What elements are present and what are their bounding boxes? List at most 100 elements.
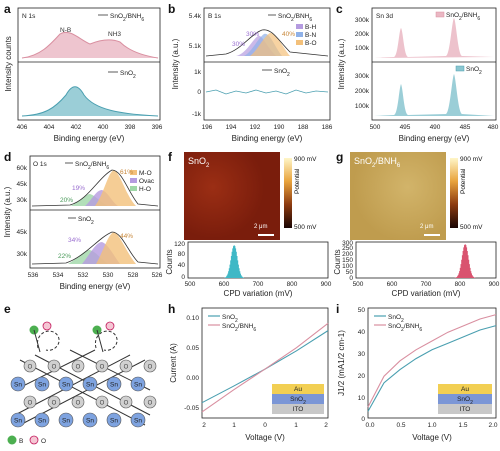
legend-d-top: SnO2/BNH6 [75, 161, 109, 171]
chart-a: N 1s SnO2/BNH6 N-B NH3 SnO2 406 404 402 … [4, 7, 163, 143]
svg-text:194: 194 [226, 124, 237, 131]
axes-frame-b [203, 7, 331, 121]
series-sno2-bnh6-i [367, 314, 497, 408]
legend-b-bn: B-N [305, 32, 317, 39]
svg-text:700: 700 [421, 281, 432, 288]
legend-boron-icon [7, 435, 17, 445]
legend-d-bottom: SnO2 [78, 216, 94, 226]
svg-text:80: 80 [178, 251, 186, 258]
legend-i-sno2: SnO2 [388, 314, 404, 324]
chart-d: O 1s SnO2/BNH6 M-O Ovac H-O 20% 19% 61% … [3, 155, 163, 291]
o-atom [119, 359, 133, 373]
svg-text:500: 500 [353, 281, 364, 288]
xlabel-g: CPD variation (mV) [392, 289, 461, 298]
stack-sno2-label: SnO2 [290, 396, 306, 406]
svg-text:45k: 45k [17, 229, 28, 236]
o-atom [47, 359, 61, 373]
svg-text:200k: 200k [355, 31, 370, 38]
o-atom [119, 395, 133, 409]
sn-atom-label: Sn [134, 382, 142, 389]
pct-bh: 30% [246, 31, 259, 38]
pct-d-top-ovac: 19% [72, 185, 85, 192]
svg-text:30k: 30k [17, 197, 28, 204]
oxygen-atom [105, 321, 115, 331]
legend-oxygen-icon [29, 435, 39, 445]
tag-b: B 1s [208, 13, 222, 20]
xlabel-a: Binding energy (eV) [54, 134, 125, 143]
tag-a: N 1s [22, 13, 36, 20]
panel-d: d O 1s SnO2/BNH6 M-O Ovac H-O 20% 19% 61… [0, 148, 165, 298]
xlabel-i: Voltage (V) [412, 433, 452, 442]
legend-boron-label: B [19, 438, 23, 445]
axes-frame-d [29, 155, 161, 269]
svg-text:530: 530 [103, 272, 114, 279]
map-title-g: SnO2/BNH6 [354, 156, 401, 169]
o-atom [95, 395, 109, 409]
svg-text:0: 0 [361, 416, 365, 423]
svg-text:Au: Au [461, 386, 469, 393]
chart-b: B 1s SnO2/BNH6 B-H B-N B-O 30% 30% 40% 5… [171, 7, 333, 143]
chart-h: SnO2 SnO2/BNH6 Au SnO2 ITO 0.10 0.05 0.0… [169, 307, 329, 442]
legend-c-bottom: SnO2 [466, 66, 482, 76]
sn-atom-label: Sn [134, 418, 142, 425]
svg-text:1k: 1k [194, 69, 202, 76]
ylabel-f: Counts [166, 249, 174, 274]
tag-d: O 1s [33, 161, 47, 168]
xticks-c: 500 495 490 485 480 [370, 124, 499, 131]
svg-text:0: 0 [197, 89, 201, 96]
o-atom-label: O [52, 401, 57, 407]
oxygen-atom [42, 321, 52, 331]
svg-text:528: 528 [128, 272, 139, 279]
scale-label-g: 2 μm [420, 224, 434, 230]
svg-text:5.1k: 5.1k [189, 43, 202, 50]
svg-text:200k: 200k [355, 88, 370, 95]
panel-e: e O O O O O O Sn Sn Sn Sn Sn Sn O O O O O O Sn Sn Sn Sn Sn Sn B… [0, 300, 165, 451]
o-atom [23, 359, 37, 373]
sn-atom-label: Sn [62, 418, 70, 425]
sn-atom-label: Sn [110, 418, 118, 425]
svg-text:532: 532 [78, 272, 89, 279]
svg-text:800: 800 [455, 281, 466, 288]
svg-text:600: 600 [387, 281, 398, 288]
o-atom-label: O [76, 401, 81, 407]
svg-text:400: 400 [98, 124, 109, 131]
o-atom-label: O [100, 365, 105, 371]
series-sno2-i [367, 325, 497, 412]
svg-text:1.5: 1.5 [458, 422, 467, 429]
o-atom [143, 359, 157, 373]
xticks-b: 196 194 192 190 188 186 [202, 124, 333, 131]
svg-text:188: 188 [298, 124, 309, 131]
sn-atom [82, 376, 98, 392]
svg-text:0.0: 0.0 [365, 422, 374, 429]
legend-i-bnh6: SnO2/BNH6 [388, 323, 422, 333]
svg-text:480: 480 [488, 124, 499, 131]
svg-text:196: 196 [202, 124, 213, 131]
kpfm-map-f [184, 152, 280, 240]
sn-atom-label: Sn [86, 418, 94, 425]
cb-title-g: Potential [460, 168, 467, 194]
svg-text:600: 600 [219, 281, 230, 288]
panel-label-a: a [4, 2, 11, 16]
ylabel-a: Intensity counts [4, 36, 13, 92]
hist-bar-g [454, 244, 477, 278]
svg-text:2: 2 [324, 422, 328, 429]
peak-label-nh3: NH3 [108, 31, 121, 38]
tag-c: Sn 3d [376, 13, 393, 20]
xticks-a: 406 404 402 400 398 396 [17, 124, 163, 131]
svg-text:60k: 60k [17, 165, 28, 172]
stack-ito-i [438, 404, 492, 414]
xlabel-c: Binding energy (eV) [399, 134, 470, 143]
svg-text:800: 800 [287, 281, 298, 288]
panel-label-b: b [168, 2, 176, 16]
sn-atom-label: Sn [38, 382, 46, 389]
o-atom [23, 395, 37, 409]
legend-b-top: SnO2/BNH6 [278, 13, 312, 23]
sn-atom [58, 376, 74, 392]
svg-text:300: 300 [342, 240, 353, 247]
sn-atom-label: Sn [14, 382, 22, 389]
sn-atom [106, 376, 122, 392]
chart-i: SnO2 SnO2/BNH6 Au SnO2 ITO 50 40 30 20 1… [337, 307, 498, 442]
cb-bottom-g: 500 mV [460, 224, 483, 231]
scale-bar-g [424, 234, 440, 236]
legend-b-bo: B-O [305, 40, 317, 47]
